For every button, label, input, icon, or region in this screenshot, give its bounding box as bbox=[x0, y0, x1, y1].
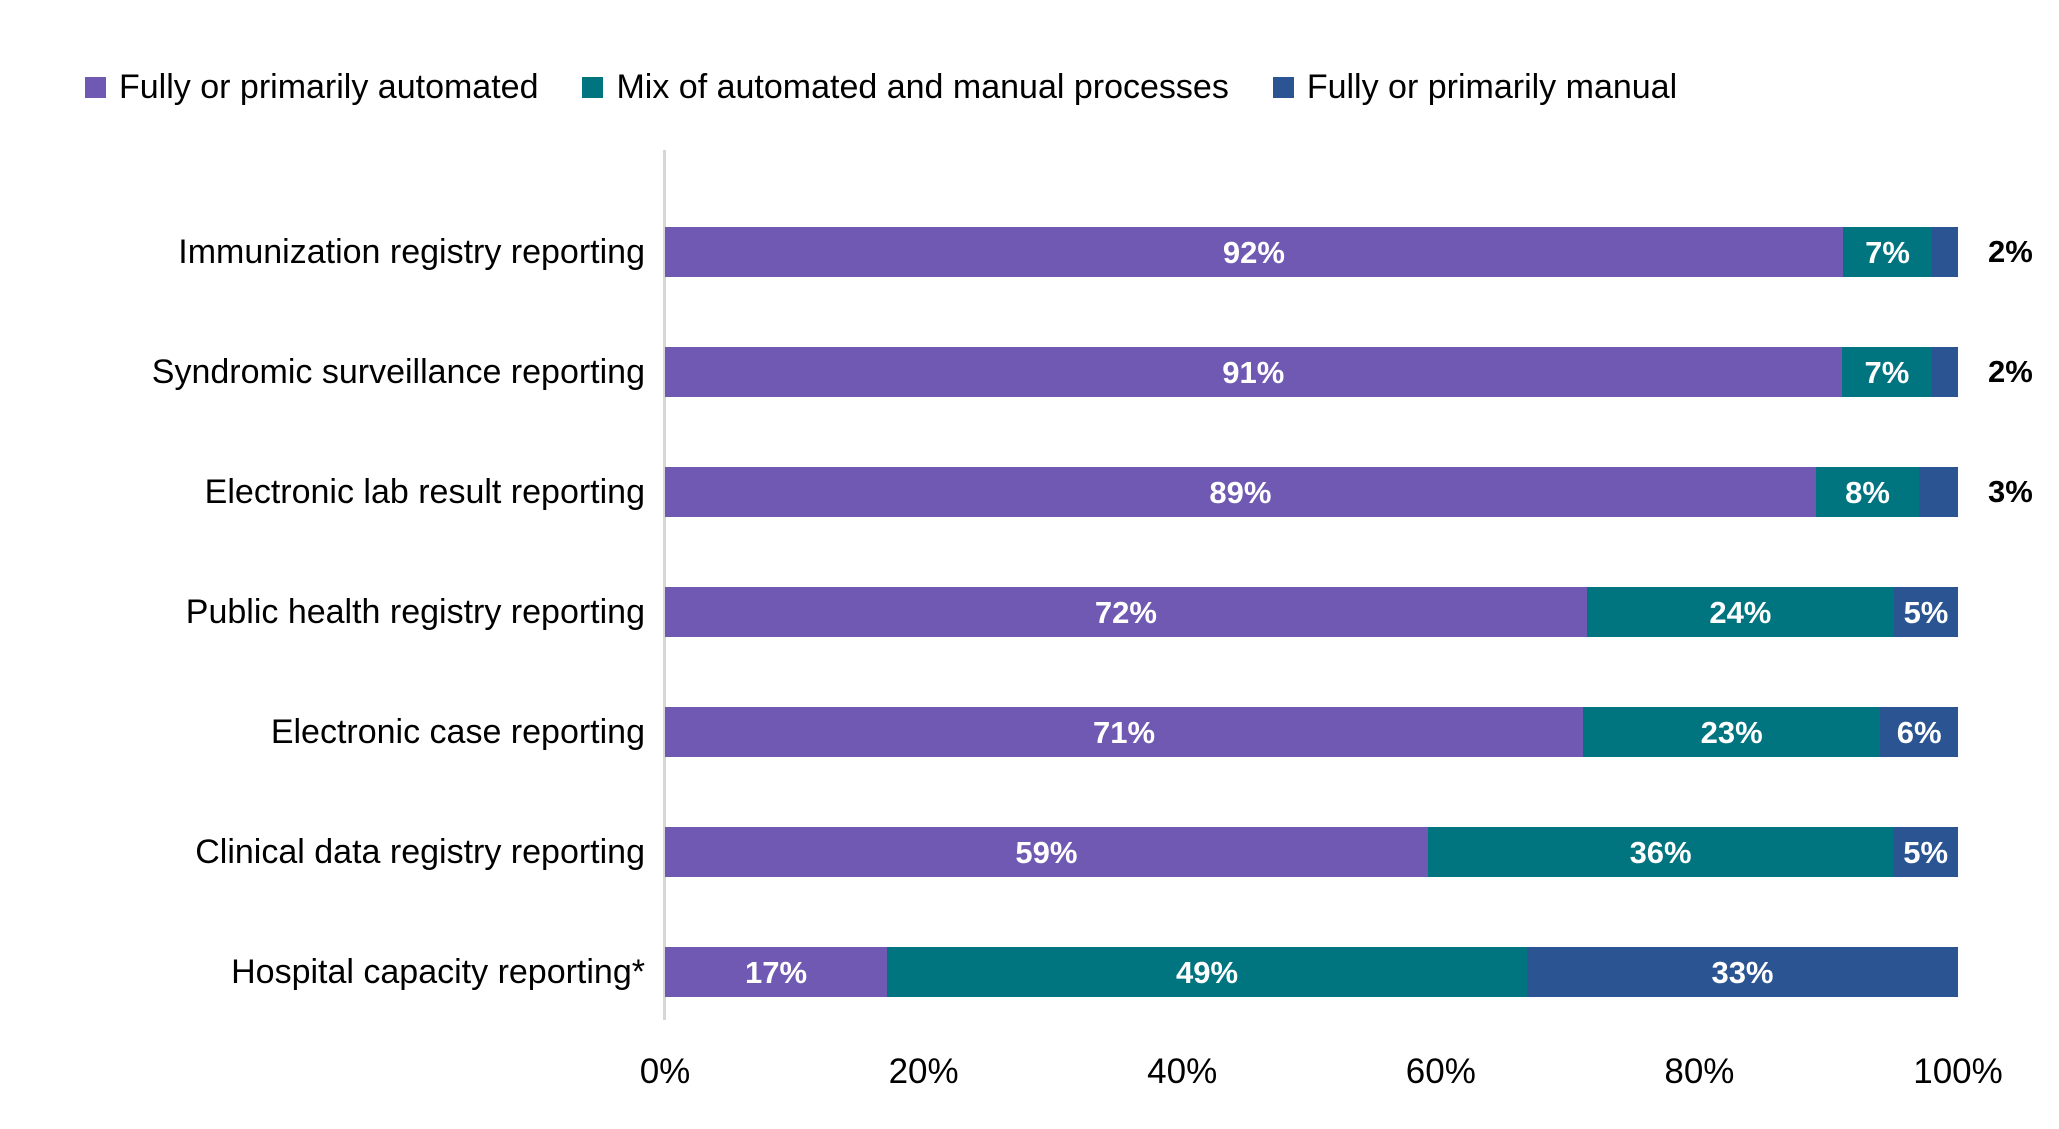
stacked-bar: 72% 24% 5% bbox=[665, 587, 1958, 637]
bar-segment: 7% bbox=[1842, 227, 1933, 277]
bar-row: 89% 8% 3% bbox=[665, 432, 2033, 552]
bar-value-label: 72% bbox=[1094, 594, 1157, 630]
bar-row: 92% 7% 2% bbox=[665, 192, 2033, 312]
bar-segment: 59% bbox=[665, 827, 1428, 877]
x-axis-tick-label: 60% bbox=[1405, 1052, 1476, 1091]
bar-row: 72% 24% 5% bbox=[665, 552, 1958, 672]
category-label: Clinical data registry reporting bbox=[195, 832, 645, 871]
bar-value-label: 7% bbox=[1864, 354, 1910, 390]
bar-value-label: 92% bbox=[1222, 234, 1285, 270]
legend-swatch-icon bbox=[85, 76, 106, 98]
bar-value-label: 8% bbox=[1845, 474, 1890, 510]
bar-segment: 24% bbox=[1586, 587, 1894, 637]
bar-value-label-outside: 2% bbox=[1988, 354, 2033, 389]
bar-segment: 33% bbox=[1526, 947, 1958, 997]
y-axis-line bbox=[663, 150, 666, 1020]
bar-segment: 91% bbox=[665, 347, 1842, 397]
x-axis-tick-label: 20% bbox=[888, 1052, 959, 1091]
bar-value-label: 7% bbox=[1865, 234, 1910, 270]
category-label: Public health registry reporting bbox=[185, 592, 645, 631]
bar-value-label: 59% bbox=[1015, 834, 1078, 870]
stacked-bar: 92% 7% bbox=[665, 227, 1958, 277]
legend-item: Fully or primarily manual bbox=[1272, 68, 1678, 106]
category-label: Hospital capacity reporting* bbox=[231, 952, 645, 991]
bar-segment bbox=[1919, 467, 1958, 517]
bar-value-label: 23% bbox=[1700, 714, 1763, 750]
bar-segment: 17% bbox=[665, 947, 888, 997]
legend-label: Mix of automated and manual processes bbox=[616, 68, 1229, 106]
bar-value-label: 6% bbox=[1896, 714, 1942, 750]
bar-value-label: 33% bbox=[1711, 954, 1774, 990]
bar-value-label-outside: 2% bbox=[1988, 234, 2033, 269]
x-axis-tick-label: 0% bbox=[639, 1052, 691, 1091]
bar-value-label: 5% bbox=[1903, 834, 1949, 870]
legend-label: Fully or primarily automated bbox=[119, 68, 539, 106]
bar-value-label: 36% bbox=[1629, 834, 1692, 870]
bar-segment: 8% bbox=[1815, 467, 1920, 517]
stacked-bar: 59% 36% 5% bbox=[665, 827, 1958, 877]
bar-segment: 6% bbox=[1880, 707, 1958, 757]
x-axis-tick-label: 80% bbox=[1664, 1052, 1735, 1091]
category-labels: Immunization registry reporting Syndromic… bbox=[0, 192, 645, 1032]
bar-segment: 5% bbox=[1893, 827, 1958, 877]
bar-segment: 23% bbox=[1583, 707, 1881, 757]
bar-value-label: 24% bbox=[1709, 594, 1772, 630]
x-axis: 0% 20% 40% 60% 80% 100% bbox=[640, 1052, 2003, 1102]
stacked-bar: 17% 49% 33% bbox=[665, 947, 1958, 997]
bar-rows: 92% 7% 2% 91% 7% 2% 89% 8% 3% 72% 24% 5% 71% 23% 6% 59%… bbox=[665, 192, 2033, 1032]
chart-legend: Fully or primarily automated Mix of autom… bbox=[85, 70, 1677, 104]
category-label: Syndromic surveillance reporting bbox=[151, 352, 645, 391]
bar-value-label-outside: 3% bbox=[1988, 474, 2033, 509]
bar-segment: 71% bbox=[665, 707, 1584, 757]
x-axis-tick-label: 40% bbox=[1147, 1052, 1218, 1091]
bar-value-label: 5% bbox=[1903, 594, 1949, 630]
bar-row: 17% 49% 33% bbox=[665, 912, 1958, 1032]
bar-segment: 49% bbox=[887, 947, 1527, 997]
category-label: Immunization registry reporting bbox=[178, 232, 645, 271]
bar-segment: 89% bbox=[665, 467, 1816, 517]
bar-segment: 5% bbox=[1893, 587, 1958, 637]
bar-segment: 7% bbox=[1841, 347, 1933, 397]
x-axis-tick-label: 100% bbox=[1913, 1052, 2003, 1091]
stacked-bar: 71% 23% 6% bbox=[665, 707, 1958, 757]
bar-segment: 72% bbox=[665, 587, 1587, 637]
bar-value-label: 89% bbox=[1209, 474, 1272, 510]
category-label: Electronic lab result reporting bbox=[204, 472, 645, 511]
bar-value-label: 17% bbox=[744, 954, 808, 990]
bar-segment bbox=[1932, 227, 1958, 277]
bar-row: 71% 23% 6% bbox=[665, 672, 1958, 792]
legend-item: Mix of automated and manual processes bbox=[582, 68, 1229, 106]
stacked-bar: 89% 8% bbox=[665, 467, 1958, 517]
legend-item: Fully or primarily automated bbox=[85, 70, 538, 104]
bar-segment: 92% bbox=[665, 227, 1843, 277]
legend-swatch-icon bbox=[582, 76, 604, 98]
bar-value-label: 91% bbox=[1222, 354, 1285, 390]
bar-row: 59% 36% 5% bbox=[665, 792, 1958, 912]
legend-label: Fully or primarily manual bbox=[1306, 68, 1678, 106]
legend-swatch-icon bbox=[1272, 76, 1294, 98]
bar-value-label: 49% bbox=[1175, 954, 1239, 990]
category-label: Electronic case reporting bbox=[270, 712, 645, 751]
bar-row: 91% 7% 2% bbox=[665, 312, 2033, 432]
bar-segment bbox=[1932, 347, 1958, 397]
bar-value-label: 71% bbox=[1092, 714, 1156, 750]
bar-segment: 36% bbox=[1427, 827, 1894, 877]
stacked-bar: 91% 7% bbox=[665, 347, 1958, 397]
